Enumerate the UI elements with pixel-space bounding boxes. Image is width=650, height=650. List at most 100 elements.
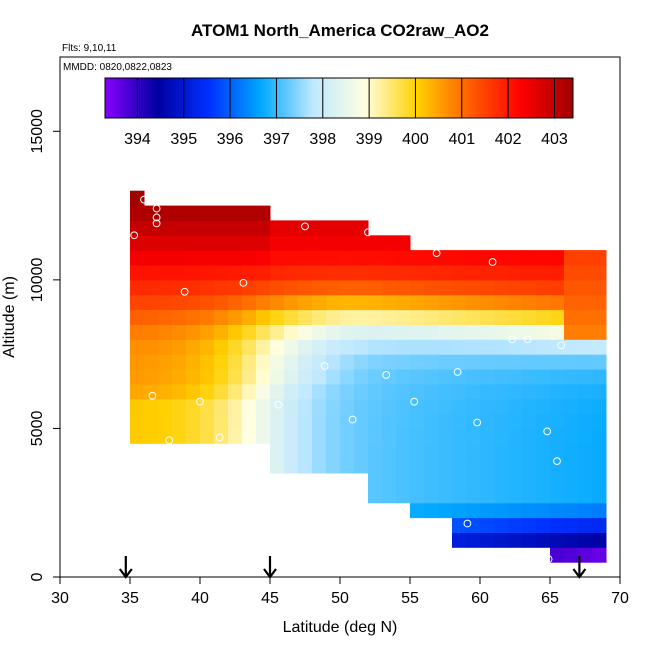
sample-point: [274, 400, 283, 409]
heatmap-cell: [382, 383, 397, 400]
heatmap-cell: [130, 294, 145, 311]
heatmap-cell: [396, 309, 411, 325]
heatmap-cell: [578, 279, 593, 296]
heatmap-cell: [158, 279, 173, 296]
sample-point: [320, 362, 329, 370]
heatmap-cell: [480, 458, 495, 474]
heatmap-cell: [354, 443, 369, 459]
heatmap-cell: [312, 265, 327, 281]
heatmap-cell: [228, 324, 243, 340]
heatmap-cell: [130, 428, 145, 444]
heatmap-cell: [536, 502, 551, 519]
colorbar-tick-label: 397: [263, 131, 290, 148]
heatmap-cell: [298, 339, 313, 355]
heatmap-cell: [536, 473, 551, 489]
heatmap-cell: [368, 413, 383, 429]
heatmap-cell: [494, 279, 509, 296]
heatmap-cell: [326, 235, 341, 251]
heatmap-cell: [410, 473, 425, 489]
heatmap-cell: [270, 354, 285, 370]
sample-point: [508, 335, 517, 344]
heatmap-cell: [158, 294, 173, 311]
sample-point: [301, 222, 309, 231]
heatmap-cell: [242, 383, 257, 400]
heatmap-cell: [410, 309, 425, 325]
heatmap-cell: [368, 398, 383, 415]
heatmap-cell: [494, 309, 509, 325]
heatmap-cell: [368, 324, 383, 340]
heatmap-cell: [592, 398, 607, 415]
heatmap-cell: [144, 383, 159, 400]
heatmap-cell: [228, 220, 243, 236]
heatmap-cell: [424, 413, 439, 429]
heatmap-cell: [186, 398, 201, 415]
heatmap-cell: [256, 324, 271, 340]
heatmap-cell: [200, 205, 215, 221]
heatmap-cell: [200, 294, 215, 311]
colorbar-tick-label: 401: [448, 131, 475, 148]
heatmap-cell: [508, 354, 523, 370]
heatmap-cell: [144, 279, 159, 296]
heatmap-cell: [340, 428, 355, 444]
heatmap-cell: [410, 458, 425, 474]
heatmap-cell: [508, 428, 523, 444]
heatmap-cell: [368, 235, 383, 251]
heatmap-cell: [438, 473, 453, 489]
heatmap-cell: [284, 383, 299, 400]
heatmap-cell: [242, 354, 257, 370]
heatmap-cell: [382, 473, 397, 489]
heatmap-cell: [326, 413, 341, 429]
heatmap-cell: [466, 398, 481, 415]
heatmap-cell: [452, 309, 467, 325]
heatmap-cell: [382, 443, 397, 459]
heatmap-cell: [592, 339, 607, 355]
heatmap-cell: [130, 250, 145, 266]
heatmap-cell: [452, 383, 467, 400]
heatmap-cell: [396, 235, 411, 251]
heatmap-cell: [326, 324, 341, 340]
heatmap-cell: [354, 383, 369, 400]
heatmap-cell: [256, 309, 271, 325]
heatmap-cell: [382, 265, 397, 281]
x-tick-label: 55: [401, 590, 419, 607]
heatmap-cell: [522, 502, 537, 519]
sample-point: [148, 391, 157, 400]
heatmap-cell: [466, 428, 481, 444]
heatmap-cell: [298, 250, 313, 266]
heatmap-cell: [494, 487, 509, 504]
heatmap-cell: [200, 220, 215, 236]
colorbar: 394 395 396 397 398 399 400 401 402 403: [104, 77, 574, 148]
heatmap-cell: [172, 294, 187, 311]
heatmap-cell: [312, 398, 327, 415]
heatmap-cell: [424, 339, 439, 355]
heatmap-cell: [158, 383, 173, 400]
heatmap-cell: [452, 487, 467, 504]
heatmap-cell: [508, 458, 523, 474]
heatmap-cell: [354, 413, 369, 429]
heatmap-cell: [508, 487, 523, 504]
heatmap-cell: [564, 443, 579, 459]
heatmap-cell: [508, 473, 523, 489]
colorbar-tick-label: 399: [356, 131, 383, 148]
heatmap-cell: [466, 458, 481, 474]
y-tick-label: 0: [29, 572, 46, 581]
heatmap-cell: [564, 398, 579, 415]
heatmap-cell: [270, 309, 285, 325]
sample-point: [463, 519, 472, 528]
heatmap-cell: [536, 250, 551, 266]
sample-point: [382, 371, 391, 379]
heatmap-cell: [550, 324, 565, 340]
heatmap-cell: [284, 324, 299, 340]
heatmap-cell: [438, 443, 453, 459]
heatmap-cell: [396, 487, 411, 504]
heatmap-cell: [326, 458, 341, 474]
heatmap-cell: [368, 279, 383, 296]
heatmap-cell: [326, 279, 341, 296]
heatmap-cell: [578, 265, 593, 281]
heatmap-cell: [424, 369, 439, 385]
colorbar-tick-label: 403: [541, 131, 568, 148]
heatmap-cell: [592, 324, 607, 340]
heatmap-cell: [298, 279, 313, 296]
heatmap-cell: [326, 265, 341, 281]
heatmap-cell: [494, 502, 509, 519]
